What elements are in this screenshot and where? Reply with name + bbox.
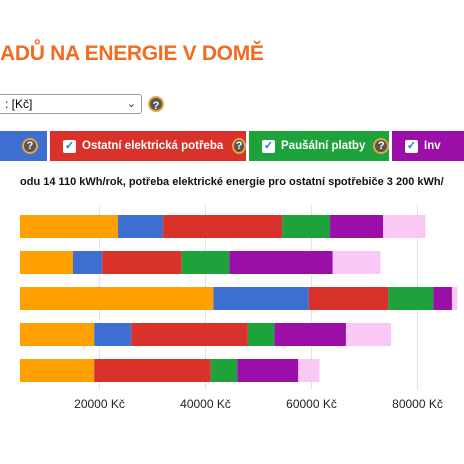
checkbox-investice[interactable]: ✓ — [405, 139, 418, 153]
bar-segment[interactable] — [20, 251, 73, 274]
bar-segment[interactable] — [274, 323, 346, 346]
bar-segment[interactable] — [451, 287, 458, 310]
bar-segment[interactable] — [102, 251, 182, 274]
bar-segment[interactable] — [237, 359, 299, 382]
bar-segment[interactable] — [247, 323, 275, 346]
help-icon[interactable]: ? — [373, 138, 389, 154]
bar-segment[interactable] — [330, 215, 384, 238]
bar-segment[interactable] — [383, 215, 426, 238]
bar-segment[interactable] — [94, 359, 211, 382]
tab-pausalni-platby[interactable]: ✓ Paušální platby ? — [249, 131, 389, 161]
unit-select-value: : [Kč] — [5, 97, 33, 111]
tab-label: Ostatní elektrická potřeba — [82, 140, 224, 152]
help-icon[interactable]: ? — [148, 96, 164, 112]
bar-segment[interactable] — [210, 359, 238, 382]
page-title: ADŮ NA ENERGIE V DOMĚ — [0, 42, 264, 65]
tab-ostatni-elektricka-potreba[interactable]: ✓ Ostatní elektrická potřeba ? — [50, 131, 246, 161]
checkbox-pausalni[interactable]: ✓ — [262, 139, 275, 153]
bar-segment[interactable] — [73, 251, 103, 274]
bar-segment[interactable] — [308, 287, 389, 310]
bar-segment[interactable] — [94, 323, 132, 346]
bar-segment[interactable] — [20, 287, 214, 310]
bar-segment[interactable] — [229, 251, 333, 274]
bar-segment[interactable] — [131, 323, 248, 346]
bar-segment[interactable] — [118, 215, 164, 238]
tab-category-blue[interactable]: ? — [0, 131, 47, 161]
x-tick-label: 40000 Kč — [180, 397, 231, 411]
bar-segment[interactable] — [298, 359, 320, 382]
bar-segment[interactable] — [20, 323, 95, 346]
help-icon[interactable]: ? — [22, 138, 38, 154]
bar-segment[interactable] — [388, 287, 434, 310]
x-tick-label: 60000 Kč — [286, 397, 337, 411]
category-tabs: ? ✓ Ostatní elektrická potřeba ? ✓ Paušá… — [0, 131, 464, 161]
x-tick-label: 80000 Kč — [392, 397, 443, 411]
bar-segment[interactable] — [163, 215, 283, 238]
x-tick-label: 20000 Kč — [74, 397, 125, 411]
checkbox-ostatni[interactable]: ✓ — [63, 139, 76, 153]
bar-segment[interactable] — [345, 323, 391, 346]
summary-text: odu 14 110 kWh/rok, potřeba elektrické e… — [20, 176, 444, 188]
bar-segment[interactable] — [213, 287, 309, 310]
bar-segment[interactable] — [181, 251, 230, 274]
tab-label: Inv — [424, 140, 441, 152]
bar-segment[interactable] — [20, 215, 119, 238]
tab-label: Paušální platby — [281, 140, 366, 152]
bar-segment[interactable] — [332, 251, 381, 274]
unit-select[interactable]: : [Kč] ⌄ — [0, 94, 142, 114]
bar-segment[interactable] — [282, 215, 331, 238]
tab-investice[interactable]: ✓ Inv — [392, 131, 464, 161]
bar-segment[interactable] — [20, 359, 95, 382]
bar-segment[interactable] — [433, 287, 452, 310]
chevron-down-icon: ⌄ — [126, 98, 136, 110]
help-icon[interactable]: ? — [232, 138, 246, 154]
